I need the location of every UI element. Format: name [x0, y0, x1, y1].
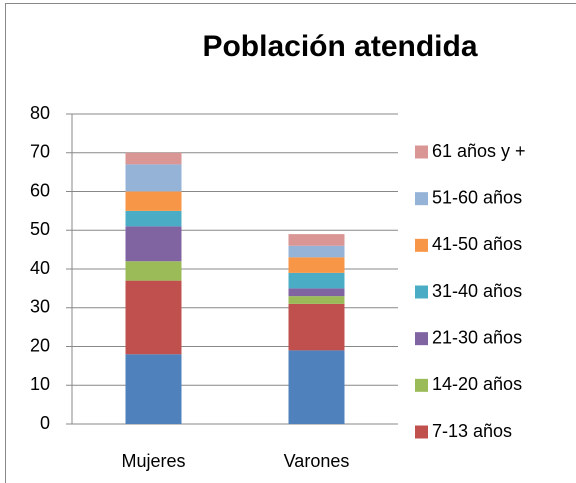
y-tick-label: 0 — [40, 413, 50, 433]
legend-label: 14-20 años — [432, 374, 522, 394]
legend-swatch — [415, 285, 428, 299]
bar-segment — [125, 354, 182, 424]
legend-label: 51-60 años — [432, 187, 522, 207]
bar-segment — [125, 152, 182, 165]
legend-swatch — [415, 378, 428, 392]
y-tick-label: 80 — [30, 103, 50, 123]
legend-label: 7-13 años — [432, 421, 512, 441]
bar-segment — [288, 245, 345, 258]
chart-title: Población atendida — [202, 30, 477, 63]
legend-label: 61 años y + — [432, 141, 526, 161]
bar-segment — [288, 234, 345, 246]
y-tick-label: 20 — [30, 335, 50, 355]
bar-segment — [125, 164, 182, 192]
legend-swatch — [415, 192, 428, 206]
bar-segment — [125, 191, 182, 211]
legend-swatch — [415, 425, 428, 439]
bar-segment — [125, 210, 182, 227]
y-tick-label: 40 — [30, 258, 50, 278]
bar-segment — [288, 296, 345, 304]
bar-segment — [288, 272, 345, 289]
y-tick-label: 30 — [30, 297, 50, 317]
y-tick-label: 10 — [30, 374, 50, 394]
legend-swatch — [415, 145, 428, 159]
x-tick-label: Varones — [284, 451, 350, 471]
y-tick-label: 70 — [30, 142, 50, 162]
legend-swatch — [415, 332, 428, 346]
legend-label: 21-30 años — [432, 327, 522, 347]
x-tick-label: Mujeres — [121, 451, 185, 471]
legend-swatch — [415, 238, 428, 252]
y-tick-label: 60 — [30, 180, 50, 200]
bar-segment — [288, 288, 345, 297]
bar-segment — [288, 350, 345, 424]
bar-segment — [288, 257, 345, 273]
bar-segment — [125, 280, 182, 355]
bar-segment — [288, 303, 345, 351]
legend-label: 41-50 años — [432, 234, 522, 254]
legend-label: 31-40 años — [432, 281, 522, 301]
y-tick-label: 50 — [30, 219, 50, 239]
bar-segment — [125, 226, 182, 262]
bar-segment — [125, 261, 182, 281]
